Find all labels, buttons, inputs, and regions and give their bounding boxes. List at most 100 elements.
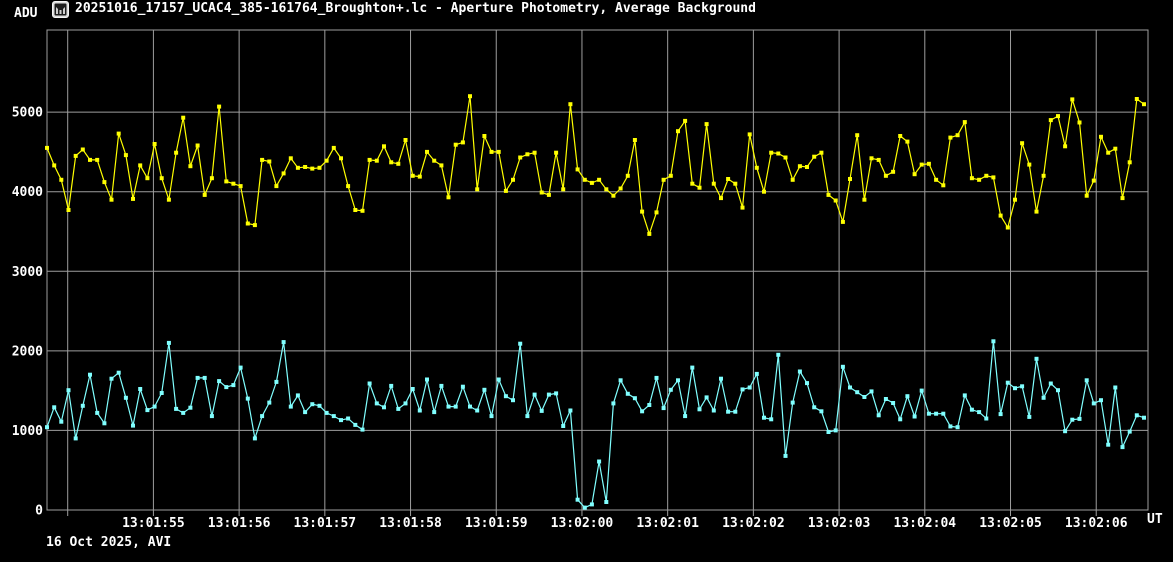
data-point-yellow [912,172,917,177]
data-point-cyan [152,404,157,409]
data-point-yellow [360,208,365,213]
data-point-yellow [962,120,967,125]
data-point-yellow [833,198,838,203]
data-point-cyan [762,415,766,420]
data-point-cyan [417,408,422,413]
data-point-yellow [166,197,171,202]
footer-date-label: 16 Oct 2025, AVI [46,535,172,550]
data-point-cyan [525,414,530,419]
y-tick-label: 5000 [12,106,43,121]
data-point-cyan [109,376,114,381]
data-point-cyan [482,387,487,392]
data-point-cyan [45,425,49,430]
data-point-cyan [209,414,214,419]
data-point-cyan [145,408,150,413]
data-point-yellow [245,221,250,226]
data-point-yellow [1113,146,1118,151]
data-point-cyan [984,416,989,421]
data-point-cyan [503,394,508,399]
data-point-yellow [1070,97,1075,102]
data-point-cyan [711,408,716,413]
data-point-cyan [353,422,358,427]
data-point-yellow [998,213,1003,218]
data-point-cyan [1027,414,1032,419]
data-point-yellow [1077,120,1082,125]
data-point-yellow [1099,134,1103,139]
data-point-yellow [188,164,193,169]
data-point-cyan [410,387,415,391]
data-point-yellow [991,175,996,180]
data-point-cyan [848,385,852,390]
data-point-cyan [582,505,587,510]
data-point-cyan [905,394,910,399]
data-point-yellow [1013,197,1017,202]
data-point-cyan [360,427,365,432]
data-point-yellow [632,138,637,142]
data-point-cyan [245,396,250,401]
data-point-yellow [260,157,265,162]
data-point-cyan [625,391,630,396]
data-point-yellow [1056,114,1060,119]
data-point-yellow [217,104,222,109]
data-point-yellow [45,145,49,150]
data-point-cyan [439,383,444,388]
data-point-yellow [425,149,429,154]
data-point-cyan [568,408,573,413]
data-point-cyan [432,410,437,415]
data-point-yellow [1048,118,1053,123]
data-point-cyan [1106,442,1111,447]
data-point-cyan [754,371,759,376]
data-point-yellow [109,197,114,202]
data-point-yellow [1063,144,1068,149]
data-point-cyan [267,400,272,405]
data-point-yellow [855,133,860,138]
data-point-cyan [489,414,494,419]
data-point-cyan [747,385,752,390]
data-point-cyan [331,414,336,419]
data-point-cyan [425,377,429,382]
data-point-cyan [138,387,143,391]
data-point-cyan [224,385,229,390]
data-point-yellow [876,157,881,162]
data-point-yellow [274,184,279,189]
data-point-cyan [740,387,745,392]
data-point-cyan [668,387,673,392]
data-point-cyan [195,375,200,380]
data-point-cyan [303,410,308,415]
data-point-cyan [805,381,809,386]
data-point-cyan [826,430,831,434]
data-point-cyan [174,406,179,411]
data-point-yellow [561,187,566,192]
data-point-cyan [95,410,100,415]
data-point-cyan [654,375,659,380]
data-point-cyan [776,352,781,357]
data-point-cyan [726,409,731,414]
data-point-yellow [525,152,530,157]
data-point-yellow [145,176,150,181]
x-tick-label: 13:02:03 [808,516,871,531]
data-point-cyan [367,381,372,386]
data-point-yellow [676,129,680,134]
data-point-cyan [73,436,78,441]
data-point-cyan [883,397,888,401]
x-tick-label: 13:01:57 [294,516,357,531]
data-point-cyan [862,395,867,399]
data-point-yellow [934,177,939,182]
data-point-cyan [1142,415,1146,420]
data-point-yellow [898,134,903,138]
data-point-cyan [1063,429,1068,434]
data-point-yellow [697,185,702,190]
data-point-cyan [876,413,881,418]
data-point-yellow [52,163,57,168]
data-point-cyan [396,406,401,411]
data-point-yellow [475,187,480,192]
data-point-cyan [238,365,243,370]
data-point-yellow [159,176,164,181]
data-point-yellow [941,183,946,188]
data-point-yellow [417,174,422,179]
data-point-yellow [826,192,831,197]
data-point-yellow [647,231,652,236]
data-point-yellow [252,223,257,228]
data-point-yellow [102,180,107,185]
data-point-yellow [460,140,465,145]
